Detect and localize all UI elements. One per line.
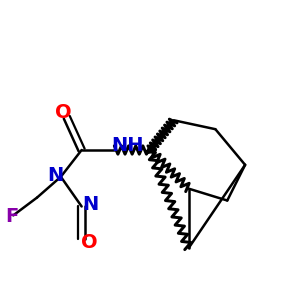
Text: O: O <box>81 232 98 252</box>
Text: N: N <box>82 196 99 214</box>
Text: N: N <box>47 166 63 185</box>
Text: O: O <box>56 103 72 122</box>
Text: F: F <box>5 207 18 226</box>
Text: NH: NH <box>112 136 144 155</box>
